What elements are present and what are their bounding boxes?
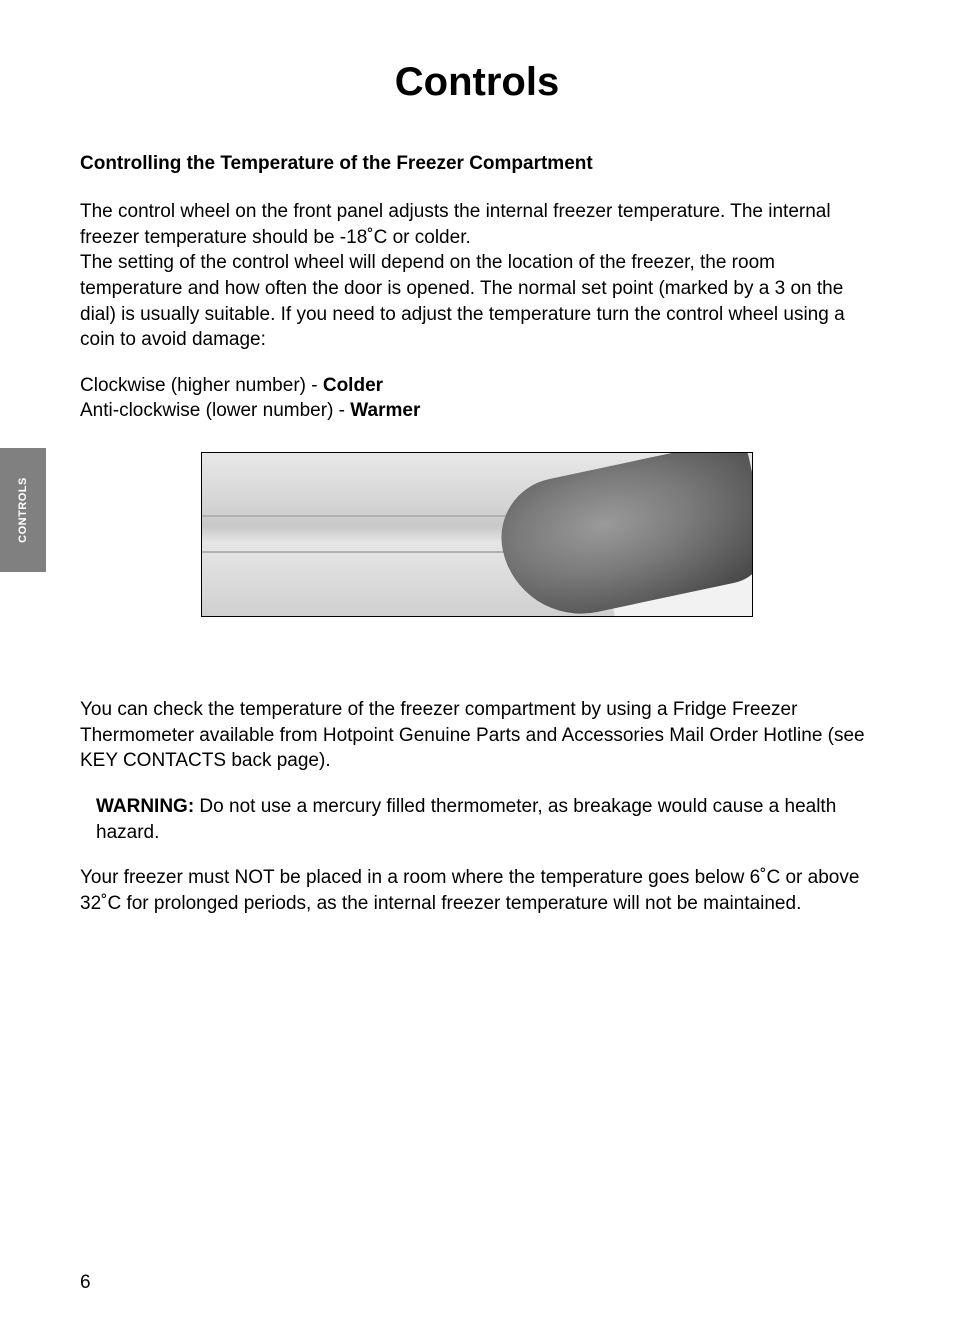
dir-cw-bold: Colder bbox=[323, 375, 383, 396]
direction-cw: Clockwise (higher number) - Colder bbox=[80, 373, 874, 399]
direction-acw: Anti-clockwise (lower number) - Warmer bbox=[80, 398, 874, 424]
paragraph-placement: Your freezer must NOT be placed in a roo… bbox=[80, 865, 874, 916]
para1-text: The control wheel on the front panel adj… bbox=[80, 201, 831, 248]
para2-text: The setting of the control wheel will de… bbox=[80, 252, 845, 350]
page-number: 6 bbox=[80, 1272, 91, 1294]
page-content: Controls Controlling the Temperature of … bbox=[0, 0, 954, 1336]
dir-acw-prefix: Anti-clockwise (lower number) - bbox=[80, 400, 350, 421]
figure-control-wheel bbox=[201, 452, 753, 617]
warning-text: Do not use a mercury filled thermometer,… bbox=[96, 796, 836, 843]
dir-cw-prefix: Clockwise (higher number) - bbox=[80, 375, 323, 396]
warning-block: WARNING: Do not use a mercury filled the… bbox=[96, 794, 874, 845]
warning-label: WARNING: bbox=[96, 796, 194, 817]
paragraph-intro: The control wheel on the front panel adj… bbox=[80, 199, 874, 353]
section-heading: Controlling the Temperature of the Freez… bbox=[80, 153, 874, 175]
paragraph-thermometer: You can check the temperature of the fre… bbox=[80, 697, 874, 774]
page-title: Controls bbox=[80, 60, 874, 105]
dir-acw-bold: Warmer bbox=[350, 400, 420, 421]
